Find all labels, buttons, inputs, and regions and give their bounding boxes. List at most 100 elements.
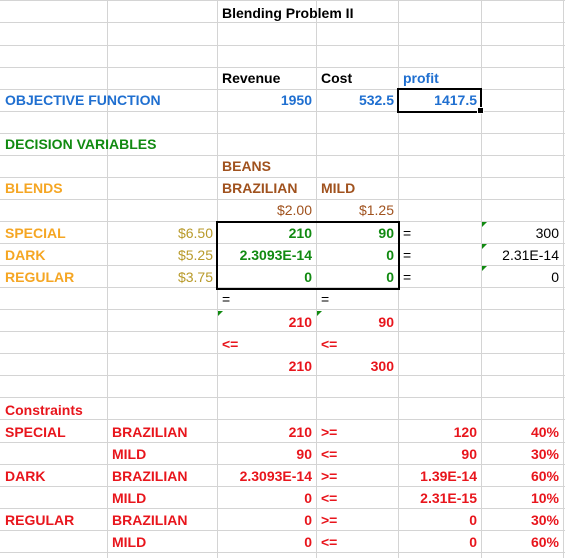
- gridline: [0, 530, 565, 531]
- constraint-blend[interactable]: REGULAR: [5, 512, 75, 528]
- constraint-bean[interactable]: BRAZILIAN: [112, 424, 188, 440]
- gridline: [0, 265, 565, 266]
- blend-total[interactable]: 0: [551, 269, 559, 285]
- bean-price-mild[interactable]: $1.25: [358, 202, 394, 218]
- supply-le-brazilian[interactable]: <=: [222, 336, 239, 352]
- blends-label[interactable]: BLENDS: [5, 180, 63, 196]
- formula-marker: [482, 244, 487, 249]
- objective-cost[interactable]: 532.5: [358, 92, 394, 108]
- constraint-operator[interactable]: <=: [321, 490, 338, 506]
- supply-eq-brazilian[interactable]: =: [222, 291, 231, 307]
- blend-total[interactable]: 2.31E-14: [502, 247, 559, 263]
- blend-equals[interactable]: =: [403, 269, 412, 285]
- supply-eq-mild[interactable]: =: [321, 291, 330, 307]
- blend-brazilian-qty[interactable]: 2.3093E-14: [239, 247, 312, 263]
- gridline: [0, 177, 565, 178]
- constraint-rhs[interactable]: 1.39E-14: [420, 468, 477, 484]
- supply-limit-brazilian[interactable]: 210: [288, 358, 312, 374]
- gridline: [0, 375, 565, 376]
- blend-mild-qty[interactable]: 90: [378, 225, 394, 241]
- constraint-blend[interactable]: SPECIAL: [5, 424, 66, 440]
- blend-name[interactable]: SPECIAL: [5, 225, 66, 241]
- constraint-value[interactable]: 0: [304, 512, 312, 528]
- constraint-operator[interactable]: <=: [321, 534, 338, 550]
- gridline: [0, 155, 565, 156]
- constraint-bean[interactable]: MILD: [112, 490, 147, 506]
- gridline: [0, 464, 565, 465]
- supply-used-brazilian[interactable]: 210: [288, 314, 312, 330]
- blend-name[interactable]: REGULAR: [5, 269, 75, 285]
- supply-used-mild[interactable]: 90: [378, 314, 394, 330]
- constraint-blend[interactable]: [0, 531, 5, 553]
- blend-price[interactable]: $3.75: [177, 269, 213, 285]
- beans-label[interactable]: BEANS: [222, 158, 272, 174]
- objective-profit[interactable]: 1417.5: [434, 92, 477, 108]
- gridline: [0, 67, 565, 68]
- gridline: [563, 0, 564, 558]
- constraint-bean[interactable]: MILD: [112, 534, 147, 550]
- constraint-rhs[interactable]: 90: [461, 446, 477, 462]
- constraints-label[interactable]: Constraints: [5, 402, 83, 418]
- bean-price-brazilian[interactable]: $2.00: [276, 202, 312, 218]
- constraint-bean[interactable]: BRAZILIAN: [112, 512, 188, 528]
- supply-limit-mild[interactable]: 300: [370, 358, 394, 374]
- constraint-value[interactable]: 0: [304, 490, 312, 506]
- constraint-blend[interactable]: [0, 443, 5, 465]
- constraint-rhs[interactable]: 0: [469, 534, 477, 550]
- blend-equals[interactable]: =: [403, 247, 412, 263]
- objective-label[interactable]: OBJECTIVE FUNCTION: [5, 92, 161, 108]
- gridline: [481, 0, 482, 558]
- constraint-operator[interactable]: >=: [321, 424, 338, 440]
- gridline: [0, 419, 565, 420]
- cost-header[interactable]: Cost: [321, 70, 353, 86]
- gridline: [0, 397, 565, 398]
- constraint-percent[interactable]: 30%: [530, 512, 559, 528]
- bean-brazilian-header[interactable]: BRAZILIAN: [222, 180, 298, 196]
- constraint-operator[interactable]: >=: [321, 468, 338, 484]
- gridline: [0, 111, 565, 112]
- profit-header[interactable]: profit: [403, 70, 439, 86]
- decision-variables-label[interactable]: DECISION VARIABLES: [5, 136, 157, 152]
- blend-name[interactable]: DARK: [5, 247, 46, 263]
- fill-handle[interactable]: [477, 107, 484, 114]
- constraint-rhs[interactable]: 2.31E-15: [420, 490, 477, 506]
- constraint-value[interactable]: 0: [304, 534, 312, 550]
- formula-marker: [218, 311, 223, 316]
- gridline: [0, 442, 565, 443]
- constraint-value[interactable]: 90: [296, 446, 312, 462]
- gridline: [107, 0, 108, 558]
- constraint-percent[interactable]: 10%: [530, 490, 559, 506]
- blend-brazilian-qty[interactable]: 0: [304, 269, 312, 285]
- constraint-rhs[interactable]: 120: [453, 424, 477, 440]
- constraint-operator[interactable]: <=: [321, 446, 338, 462]
- gridline: [0, 22, 565, 23]
- blend-price[interactable]: $5.25: [177, 247, 213, 263]
- bean-mild-header[interactable]: MILD: [321, 180, 356, 196]
- gridline: [0, 508, 565, 509]
- revenue-header[interactable]: Revenue: [222, 70, 281, 86]
- sheet-title[interactable]: Blending Problem II: [222, 5, 354, 21]
- constraint-value[interactable]: 2.3093E-14: [239, 468, 312, 484]
- supply-le-mild[interactable]: <=: [321, 336, 338, 352]
- constraint-percent[interactable]: 60%: [530, 534, 559, 550]
- constraint-bean[interactable]: BRAZILIAN: [112, 468, 188, 484]
- constraint-bean[interactable]: MILD: [112, 446, 147, 462]
- constraint-operator[interactable]: >=: [321, 512, 338, 528]
- blend-mild-qty[interactable]: 0: [386, 247, 394, 263]
- gridline: [0, 486, 565, 487]
- constraint-percent[interactable]: 60%: [530, 468, 559, 484]
- constraint-blend[interactable]: DARK: [5, 468, 46, 484]
- constraint-percent[interactable]: 40%: [530, 424, 559, 440]
- blend-equals[interactable]: =: [403, 225, 412, 241]
- constraint-blend[interactable]: [0, 487, 5, 509]
- constraint-rhs[interactable]: 0: [469, 512, 477, 528]
- objective-revenue[interactable]: 1950: [280, 92, 312, 108]
- blend-brazilian-qty[interactable]: 210: [288, 225, 312, 241]
- blend-total[interactable]: 300: [535, 225, 559, 241]
- gridline: [0, 309, 565, 310]
- blend-price[interactable]: $6.50: [177, 225, 213, 241]
- blend-mild-qty[interactable]: 0: [386, 269, 394, 285]
- constraint-percent[interactable]: 30%: [530, 446, 559, 462]
- constraint-value[interactable]: 210: [288, 424, 312, 440]
- gridline: [0, 552, 565, 553]
